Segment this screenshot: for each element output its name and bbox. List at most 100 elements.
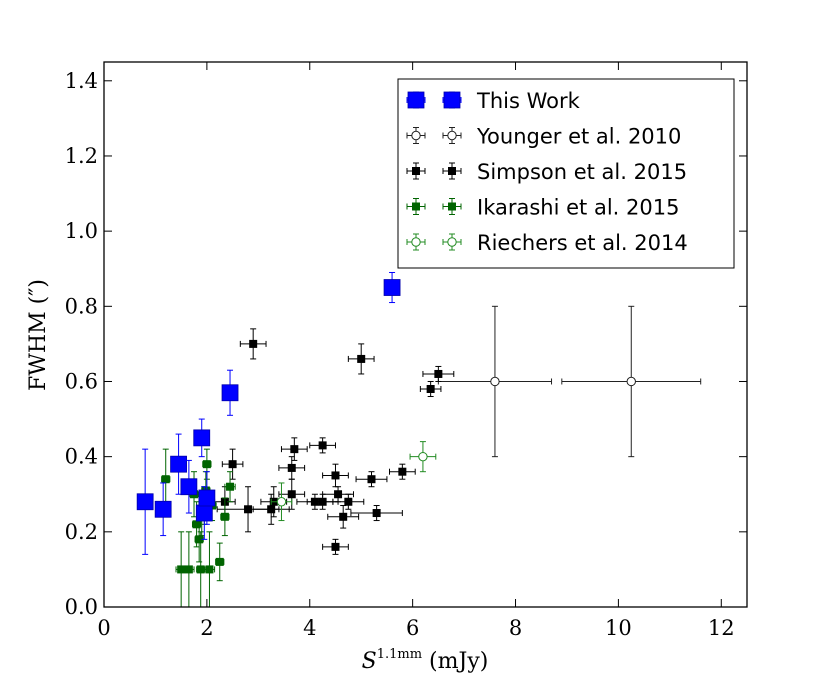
point-marker: [318, 497, 327, 506]
point-marker: [490, 376, 500, 387]
data-point: [221, 448, 244, 480]
point-marker: [226, 482, 235, 491]
series-riechers-et-al-2014: [270, 441, 437, 522]
data-point: [221, 369, 239, 416]
data-point: [422, 365, 455, 382]
legend-entry-this-work: This Work: [406, 89, 581, 113]
point-marker: [331, 542, 340, 551]
point-marker: [287, 463, 296, 472]
data-point: [350, 505, 403, 522]
series-this-work: [136, 271, 401, 555]
data-point: [383, 271, 401, 304]
legend-label: Simpson et al. 2015: [477, 160, 687, 184]
point-marker: [154, 500, 172, 518]
y-tick-label: 1.4: [65, 69, 98, 93]
data-point: [220, 497, 230, 537]
data-point: [347, 343, 375, 375]
legend-marker: [411, 237, 421, 247]
legend-entry-simpson-et-al-2015: Simpson et al. 2015: [406, 160, 687, 184]
x-tick-label: 6: [406, 616, 419, 640]
x-axis-unit: (mJy): [422, 649, 488, 674]
point-marker: [290, 445, 299, 454]
y-tick-label: 1.2: [65, 144, 98, 168]
legend-marker: [407, 91, 425, 109]
point-marker: [192, 520, 201, 529]
point-marker: [205, 565, 214, 574]
data-point: [270, 482, 293, 522]
legend-entry-ikarashi-et-al-2015: Ikarashi et al. 2015: [406, 196, 679, 220]
data-point: [388, 463, 416, 480]
x-tick-label: 4: [303, 616, 316, 640]
point-marker: [136, 493, 154, 511]
legend-label: Ikarashi et al. 2015: [477, 196, 679, 220]
legend-marker: [448, 202, 456, 211]
point-marker: [170, 455, 187, 473]
point-marker: [287, 490, 296, 499]
legend-marker: [447, 130, 457, 141]
y-tick-label: 0.4: [65, 445, 98, 469]
point-marker: [418, 451, 428, 462]
data-point: [191, 501, 202, 548]
data-point: [322, 463, 349, 488]
point-marker: [331, 471, 340, 480]
x-tick-label: 2: [200, 616, 213, 640]
plot-frame: [103, 61, 748, 608]
point-marker: [372, 509, 381, 518]
point-marker: [249, 339, 258, 348]
data-point: [239, 328, 267, 360]
data-point: [322, 538, 349, 555]
legend-marker: [412, 202, 420, 211]
point-marker: [177, 565, 186, 574]
point-marker: [193, 429, 211, 447]
x-axis-title: S1.1mm (mJy): [362, 647, 489, 674]
point-marker: [434, 369, 443, 378]
y-tick-label: 0.8: [65, 294, 98, 318]
point-marker: [228, 460, 237, 469]
point-marker: [626, 376, 636, 387]
point-marker: [161, 475, 170, 484]
point-marker: [195, 535, 204, 544]
point-marker: [198, 489, 216, 507]
x-tick-label: 10: [605, 616, 632, 640]
point-marker: [334, 490, 343, 499]
point-marker: [244, 505, 253, 514]
point-marker: [357, 354, 366, 363]
data-point: [215, 542, 225, 582]
legend-entry-riechers-et-al-2014: Riechers et al. 2014: [406, 231, 688, 255]
point-marker: [215, 557, 224, 566]
x-tick-label: 8: [509, 616, 522, 640]
legend-marker: [412, 167, 420, 175]
data-point: [355, 471, 388, 488]
y-tick-label: 0.2: [65, 520, 98, 544]
y-tick-label: 0.6: [65, 369, 98, 393]
data-point: [136, 448, 154, 555]
data-point: [193, 418, 211, 458]
data-point: [154, 482, 172, 537]
axis-ticks: 0 2 4 6 8 10 12 0.0 0.2 0.4 0.6 0.8 1.0 1.2 1.4: [65, 62, 747, 640]
point-marker: [221, 384, 239, 402]
point-marker: [184, 565, 193, 574]
y-tick-label: 1.0: [65, 219, 98, 243]
data-point: [309, 437, 336, 454]
y-axis-title: FWHM (″): [26, 279, 51, 391]
point-marker: [318, 441, 327, 450]
point-marker: [220, 512, 229, 521]
x-tick-label: 0: [97, 616, 110, 640]
data-point: [198, 471, 216, 525]
point-marker: [398, 467, 407, 476]
legend-entry-younger-et-al-2010: Younger et al. 2010: [406, 125, 681, 149]
legend-label: Riechers et al. 2014: [477, 231, 688, 255]
legend-marker: [411, 130, 421, 141]
point-marker: [202, 460, 211, 469]
point-marker: [344, 497, 353, 506]
data-point: [278, 456, 306, 480]
point-marker: [339, 512, 348, 521]
data-point: [170, 433, 187, 495]
point-marker: [267, 505, 276, 514]
legend-marker: [443, 91, 461, 109]
point-marker: [383, 279, 401, 296]
x-axis-superscript: 1.1mm: [377, 647, 422, 662]
x-tick-label: 12: [708, 616, 735, 640]
point-marker: [367, 475, 376, 484]
